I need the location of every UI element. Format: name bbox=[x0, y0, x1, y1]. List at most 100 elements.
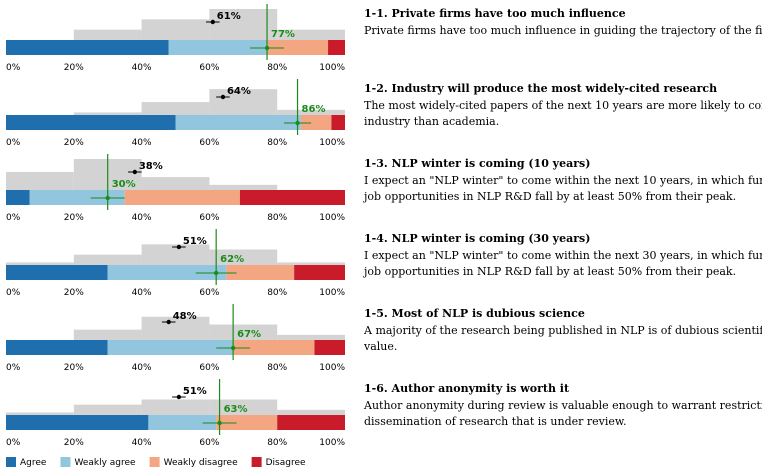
bar-segment-agree bbox=[6, 265, 108, 280]
x-tick-label: 20% bbox=[64, 138, 84, 148]
bar-segment-agree bbox=[6, 340, 108, 355]
x-tick-label: 20% bbox=[64, 63, 84, 73]
x-tick-label: 40% bbox=[132, 363, 152, 373]
prediction-histogram-bin bbox=[73, 112, 142, 115]
prediction-histogram-bin bbox=[277, 29, 345, 40]
question-text-line: A majority of the research being publish… bbox=[363, 324, 762, 337]
prediction-histogram-bin bbox=[141, 244, 210, 265]
actual-mean-label: 64% bbox=[227, 86, 251, 97]
predicted-mean-point bbox=[230, 345, 236, 351]
x-tick-label: 60% bbox=[199, 438, 219, 448]
question-title: 1-5. Most of NLP is dubious science bbox=[364, 307, 585, 320]
predicted-mean-point bbox=[217, 420, 222, 426]
predicted-mean-label: 67% bbox=[237, 329, 261, 340]
question-text-line: The most widely-cited papers of the next… bbox=[364, 99, 762, 112]
bar-segment-weakly-disagree bbox=[216, 415, 278, 430]
prediction-histogram-bin bbox=[141, 316, 210, 340]
bar-segment-disagree bbox=[239, 190, 345, 205]
bar-segment-agree bbox=[6, 115, 176, 130]
prediction-histogram-bin bbox=[73, 404, 142, 415]
prediction-histogram-bin bbox=[73, 29, 142, 40]
x-tick-label: 80% bbox=[267, 363, 287, 373]
actual-mean-point bbox=[220, 94, 226, 100]
question-1-5: 48% 67% 0% 20% 40% 60% 80% 100% 1-5. Most of NLP… bbox=[6, 304, 762, 373]
x-tick-label: 20% bbox=[64, 213, 84, 223]
bar-segment-agree bbox=[6, 415, 149, 430]
x-tick-label: 100% bbox=[319, 288, 345, 298]
bar-segment-disagree bbox=[314, 340, 345, 355]
question-text-line: I expect an "NLP winter" to come within … bbox=[364, 174, 762, 187]
bar-segment-weakly-agree bbox=[168, 40, 268, 55]
predicted-mean-point bbox=[264, 45, 270, 51]
actual-mean-label: 38% bbox=[139, 161, 163, 172]
question-text-line: Private firms have too much influence in… bbox=[364, 24, 762, 37]
x-tick-label: 100% bbox=[319, 63, 345, 73]
prediction-histogram-bin bbox=[209, 249, 278, 265]
bar-segment-weakly-agree bbox=[175, 115, 301, 130]
predicted-mean-point bbox=[295, 120, 300, 126]
x-tick-label: 60% bbox=[199, 363, 219, 373]
question-1-3: 38%30% 0% 20% 40% 60% 80% 100% 1-3. NLP winter … bbox=[6, 154, 762, 223]
prediction-histogram-bin bbox=[141, 102, 210, 115]
x-tick-label: 80% bbox=[267, 438, 287, 448]
x-tick-label: 0% bbox=[6, 288, 21, 298]
question-title: 1-6. Author anonymity is worth it bbox=[364, 382, 570, 395]
x-tick-label: 0% bbox=[6, 63, 21, 73]
question-1-1: 61% 77% 0% 20% 40% 60% 80% 100% 1-1. Private fir… bbox=[6, 4, 762, 73]
actual-mean-point bbox=[176, 394, 182, 400]
prediction-histogram-bin bbox=[6, 171, 74, 190]
x-tick-label: 80% bbox=[267, 138, 287, 148]
actual-mean-point bbox=[210, 19, 215, 25]
x-tick-label: 40% bbox=[132, 138, 152, 148]
x-tick-label: 60% bbox=[199, 213, 219, 223]
legend-swatch-weakly-disagree bbox=[149, 457, 160, 467]
prediction-histogram-bin bbox=[209, 324, 278, 340]
actual-mean-point bbox=[132, 169, 138, 175]
legend-swatch-disagree bbox=[251, 457, 262, 467]
prediction-histogram-bin bbox=[277, 109, 345, 115]
actual-mean-point bbox=[176, 244, 182, 250]
x-tick-label: 20% bbox=[64, 288, 84, 298]
actual-mean-point bbox=[166, 319, 171, 325]
prediction-histogram-bin bbox=[6, 412, 74, 415]
bar-segment-weakly-disagree bbox=[226, 265, 295, 280]
legend-label: Agree bbox=[20, 458, 47, 468]
bar-segment-weakly-disagree bbox=[124, 190, 240, 205]
x-tick-label: 40% bbox=[132, 213, 152, 223]
prediction-histogram-bin bbox=[277, 262, 345, 265]
x-tick-label: 20% bbox=[64, 438, 84, 448]
question-text-line: industry than academia. bbox=[364, 115, 499, 128]
predicted-mean-label: 77% bbox=[271, 29, 295, 40]
prediction-histogram-bin bbox=[277, 409, 345, 415]
bar-segment-weakly-agree bbox=[107, 340, 234, 355]
prediction-histogram-bin bbox=[209, 89, 278, 115]
question-text-line: value. bbox=[363, 340, 397, 353]
prediction-histogram-bin bbox=[73, 329, 142, 340]
question-title: 1-4. NLP winter is coming (30 years) bbox=[364, 232, 590, 245]
x-tick-label: 40% bbox=[132, 63, 152, 73]
prediction-histogram-bin bbox=[209, 9, 278, 40]
x-tick-label: 100% bbox=[319, 438, 345, 448]
x-tick-label: 60% bbox=[199, 63, 219, 73]
bar-segment-weakly-agree bbox=[107, 265, 227, 280]
predicted-mean-label: 62% bbox=[220, 254, 244, 265]
prediction-histogram-bin bbox=[277, 334, 345, 340]
x-tick-label: 0% bbox=[6, 138, 21, 148]
x-tick-label: 40% bbox=[132, 288, 152, 298]
bar-segment-weakly-agree bbox=[29, 190, 125, 205]
prediction-histogram-bin bbox=[6, 262, 74, 265]
question-1-6: 51% 63% 0% 20% 40% 60% 80% 100% 1-6. Author anon… bbox=[6, 379, 762, 448]
question-1-4: 51% 62% 0% 20% 40% 60% 80% 100% 1-4. NLP winter … bbox=[6, 229, 762, 298]
predicted-mean-point bbox=[105, 195, 110, 201]
prediction-histogram-bin bbox=[141, 19, 210, 40]
bar-segment-agree bbox=[6, 40, 169, 55]
predicted-mean-point bbox=[213, 270, 219, 276]
prediction-histogram-bin bbox=[73, 254, 142, 265]
question-title: 1-2. Industry will produce the most wide… bbox=[364, 82, 717, 95]
legend-swatch-weakly-agree bbox=[60, 457, 71, 467]
legend-swatch-agree bbox=[6, 457, 16, 467]
bar-segment-disagree bbox=[331, 115, 345, 130]
question-title: 1-3. NLP winter is coming (10 years) bbox=[364, 157, 590, 170]
x-tick-label: 60% bbox=[199, 288, 219, 298]
